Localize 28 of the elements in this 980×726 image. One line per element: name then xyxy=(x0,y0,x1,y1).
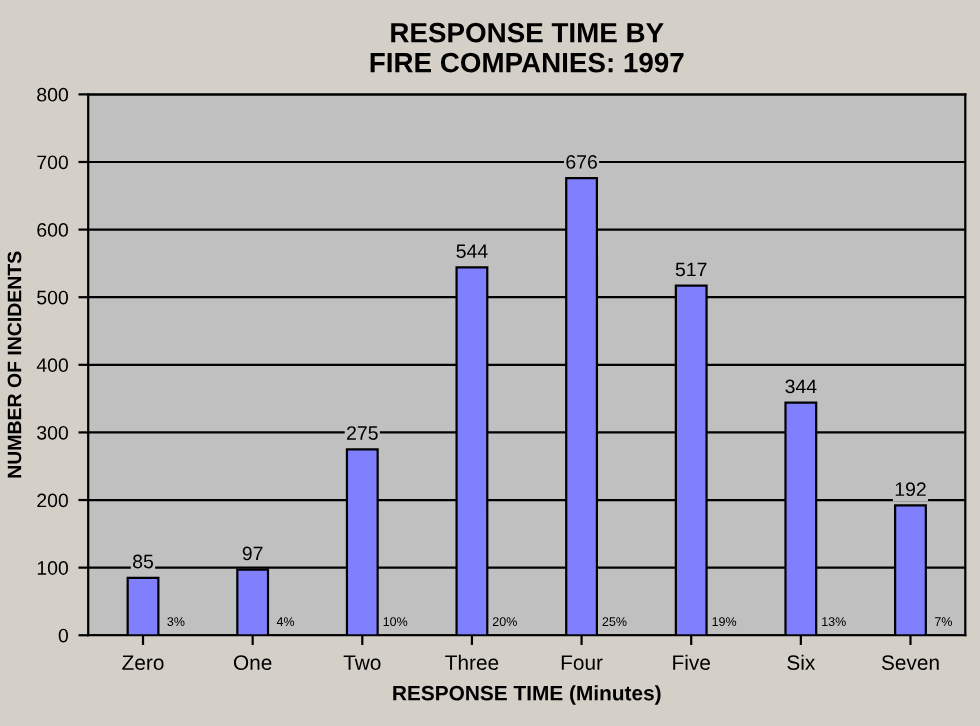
y-tick-label: 100 xyxy=(37,561,68,575)
data-label: 344 xyxy=(785,379,817,394)
data-label: 97 xyxy=(242,546,263,561)
x-tick-label: Three xyxy=(445,654,499,670)
data-label: 544 xyxy=(456,244,488,259)
y-tick-label: 0 xyxy=(58,628,68,643)
x-tick-label: Two xyxy=(343,655,381,670)
data-label: 85 xyxy=(133,554,154,569)
y-tick-label: 400 xyxy=(36,358,68,373)
x-tick-label: Five xyxy=(673,654,710,670)
data-label: 192 xyxy=(895,482,926,497)
x-tick-label: Six xyxy=(787,654,816,670)
data-label: 676 xyxy=(566,155,597,169)
x-axis-title: RESPONSE TIME (Minutes) xyxy=(393,685,661,705)
y-tick-label: 700 xyxy=(37,155,68,170)
y-tick-label: 200 xyxy=(37,493,68,508)
x-tick-label: Four xyxy=(561,655,603,670)
data-label: 517 xyxy=(675,262,707,277)
x-tick-label: Seven xyxy=(881,655,939,670)
x-tick-label: One xyxy=(233,655,272,670)
x-tick-label: Zero xyxy=(122,655,164,670)
y-tick-label: 800 xyxy=(37,87,68,102)
y-tick-label: 300 xyxy=(37,425,68,440)
y-tick-label: 500 xyxy=(37,290,68,305)
chart-title: RESPONSE TIME BY FIRE COMPANIES: 1997 xyxy=(370,22,684,73)
data-label: 275 xyxy=(347,426,378,440)
y-tick-label: 600 xyxy=(37,223,68,237)
y-axis-title: NUMBER OF INCIDENTS xyxy=(7,251,22,478)
